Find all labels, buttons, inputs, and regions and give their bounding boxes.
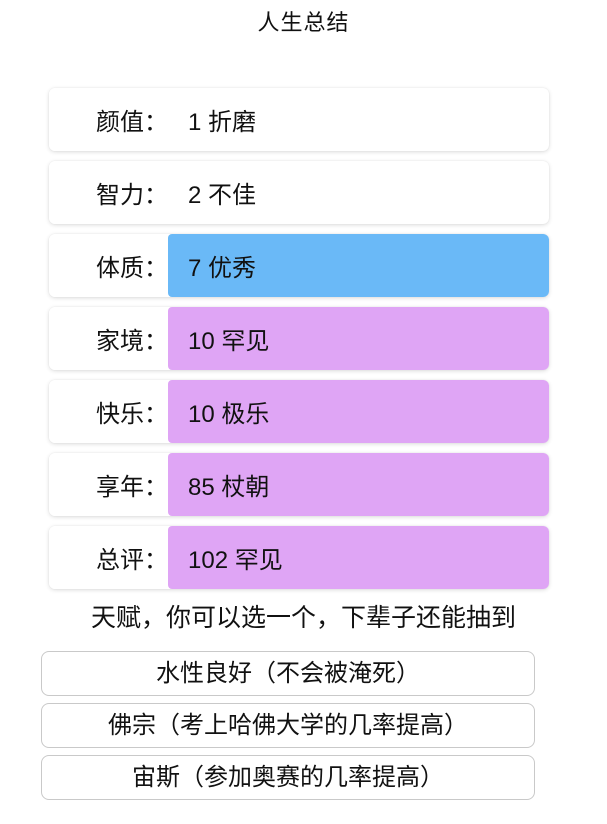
stat-row: 享年： 85 杖朝 (49, 453, 549, 516)
stat-row: 总评： 102 罕见 (49, 526, 549, 589)
stat-label: 体质： (49, 234, 168, 297)
stats-list: 颜值： 1 折磨 智力： 2 不佳 体质： 7 优秀 家境： 10 罕见 快乐：… (49, 88, 549, 589)
talent-option-button[interactable]: 宙斯（参加奥赛的几率提高） (41, 755, 535, 800)
stat-row: 颜值： 1 折磨 (49, 88, 549, 151)
talent-prompt: 天赋，你可以选一个，下辈子还能抽到 (90, 604, 516, 632)
stat-label: 颜值： (49, 88, 168, 151)
talent-option-button[interactable]: 水性良好（不会被淹死） (41, 651, 535, 696)
stat-row: 家境： 10 罕见 (49, 307, 549, 370)
talent-option-button[interactable]: 佛宗（考上哈佛大学的几率提高） (41, 703, 535, 748)
stat-label: 智力： (49, 161, 168, 224)
stat-row: 智力： 2 不佳 (49, 161, 549, 224)
stat-value: 102 罕见 (168, 526, 549, 589)
stat-value: 2 不佳 (188, 182, 257, 209)
talent-options: 水性良好（不会被淹死） 佛宗（考上哈佛大学的几率提高） 宙斯（参加奥赛的几率提高… (0, 651, 607, 800)
stat-value: 10 极乐 (168, 380, 549, 443)
stat-label: 家境： (49, 307, 168, 370)
stat-label: 快乐： (49, 380, 168, 443)
stat-value: 85 杖朝 (168, 453, 549, 516)
stat-row: 快乐： 10 极乐 (49, 380, 549, 443)
stat-value: 7 优秀 (168, 234, 549, 297)
stat-value: 10 罕见 (168, 307, 549, 370)
page-title: 人生总结 (257, 10, 350, 35)
stat-row: 体质： 7 优秀 (49, 234, 549, 297)
stat-value: 1 折磨 (188, 109, 257, 136)
stat-label: 总评： (49, 526, 168, 589)
stat-label: 享年： (49, 453, 168, 516)
